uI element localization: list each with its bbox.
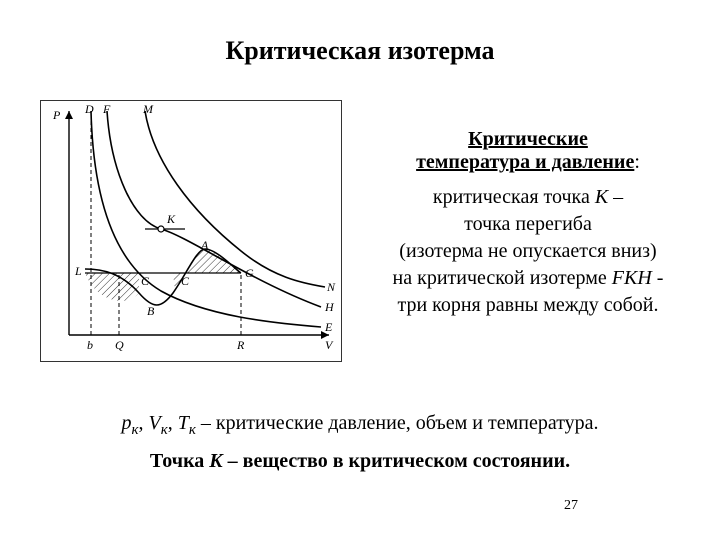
b2-pre: Точка <box>150 450 209 472</box>
svg-text:C: C <box>141 274 150 288</box>
rb-l4-post: - <box>652 267 664 289</box>
svg-text:F: F <box>102 102 111 116</box>
right-heading-colon: : <box>634 151 640 173</box>
rb-l4-ital: FKH <box>612 267 652 289</box>
svg-text:C: C <box>181 274 190 288</box>
svg-text:G: G <box>245 266 254 280</box>
svg-text:b: b <box>87 338 93 352</box>
right-body: критическая точка К – точка перегиба (из… <box>358 184 698 319</box>
rb-l4-pre: на критической изотерме <box>393 267 612 289</box>
bottom-line-1: pк, Vк, Tк – критические давление, объем… <box>0 412 720 439</box>
page-root: Критическая изотерма VPbQRDEFHMNKLBACCG … <box>0 0 720 540</box>
svg-text:L: L <box>74 264 82 278</box>
svg-text:V: V <box>325 338 334 352</box>
right-heading-line1: Критические <box>468 128 588 150</box>
b1-sep2: , <box>168 412 178 434</box>
b2-ital: K <box>209 450 222 472</box>
rb-l1-pre: критическая точка <box>433 186 595 208</box>
bottom-line-2: Точка K – вещество в критическом состоян… <box>0 450 720 473</box>
rb-l5: три корня равны между собой. <box>397 294 658 316</box>
page-number: 27 <box>564 498 578 514</box>
svg-text:M: M <box>142 102 154 116</box>
svg-text:P: P <box>52 108 61 122</box>
svg-text:D: D <box>84 102 94 116</box>
rb-l1-post: – <box>608 186 623 208</box>
b1-sep1: , <box>138 412 148 434</box>
right-heading: Критические температура и давление: <box>358 128 698 174</box>
svg-text:B: B <box>147 304 155 318</box>
svg-text:A: A <box>200 238 209 252</box>
b1-t: T <box>178 412 189 434</box>
rb-l2: точка перегиба <box>464 213 592 235</box>
svg-text:Q: Q <box>115 338 124 352</box>
svg-text:H: H <box>324 300 335 314</box>
right-heading-line2: температура и давление <box>416 151 634 173</box>
svg-text:E: E <box>324 320 333 334</box>
svg-text:K: K <box>166 212 176 226</box>
rb-l3: (изотерма не опускается вниз) <box>399 240 656 262</box>
pv-diagram: V Pb Q R D E F H M N K L B A C C G <box>40 100 342 362</box>
svg-text:R: R <box>236 338 245 352</box>
pv-diagram-svg: V Pb Q R D E F H M N K L B A C C G <box>41 101 341 361</box>
b1-vsub: к <box>161 422 168 438</box>
page-title: Критическая изотерма <box>0 36 720 66</box>
svg-text:N: N <box>326 280 336 294</box>
b1-post: – критические давление, объем и температ… <box>196 412 599 434</box>
b2-post: – вещество в критическом состоянии. <box>223 450 570 472</box>
b1-tsub: к <box>189 422 196 438</box>
b1-p: p <box>121 412 131 434</box>
b1-v: V <box>148 412 160 434</box>
rb-l1-ital: К <box>595 186 608 208</box>
